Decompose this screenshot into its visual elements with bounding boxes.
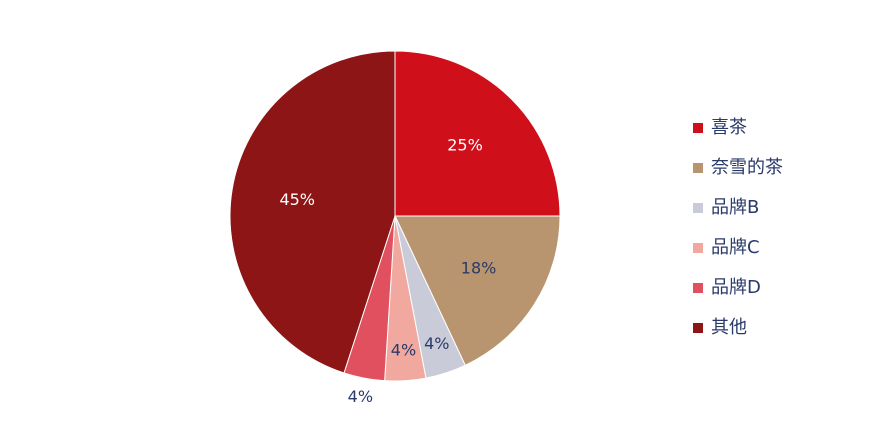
legend-label: 品牌B [711, 197, 759, 218]
value-label: 25% [447, 135, 483, 154]
legend-label: 奈雪的茶 [711, 157, 783, 178]
legend-marker [693, 163, 703, 173]
pie-slice [394, 50, 561, 217]
legend-label: 品牌D [711, 277, 761, 298]
legend-marker [693, 123, 703, 133]
pie-slice [229, 50, 396, 374]
value-label: 4% [391, 341, 416, 360]
legend-label: 喜茶 [711, 117, 747, 138]
value-label: 4% [424, 334, 449, 353]
legend-label: 其他 [711, 317, 747, 338]
legend-marker [693, 203, 703, 213]
legend-marker [693, 323, 703, 333]
pie-slice [394, 215, 561, 366]
legend-marker [693, 283, 703, 293]
legend-label: 品牌C [711, 237, 760, 258]
value-label: 45% [279, 190, 315, 209]
value-label: 18% [461, 259, 497, 278]
legend-marker [693, 243, 703, 253]
value-label: 4% [348, 387, 373, 406]
